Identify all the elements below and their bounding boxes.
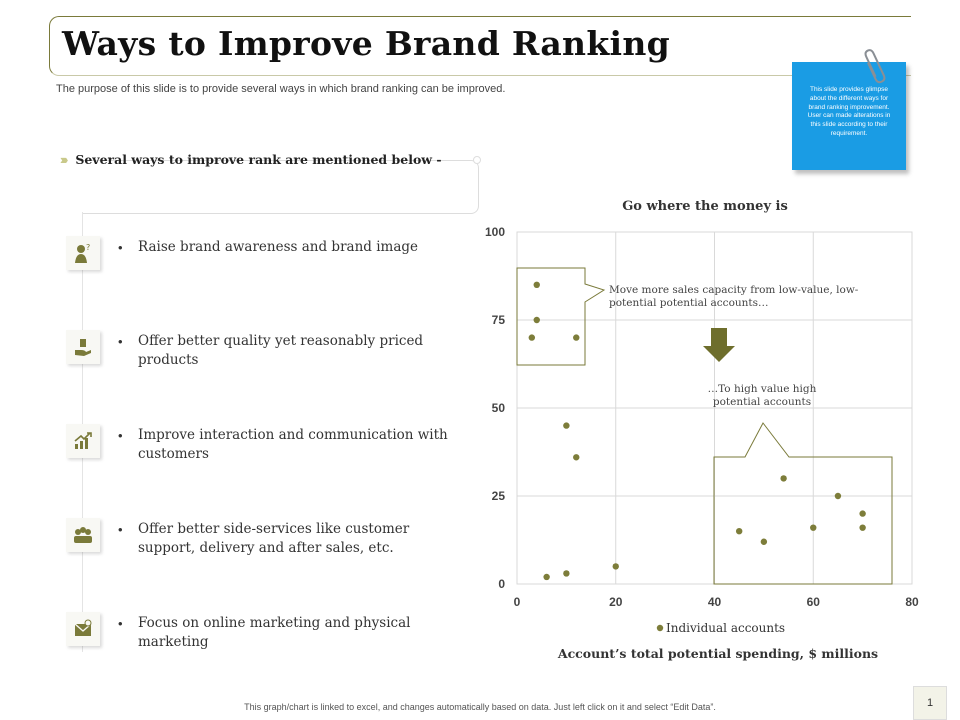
section-heading: ›››› Several ways to improve rank are me… (60, 152, 442, 167)
x-axis-label: Account’s total potential spending, $ mi… (557, 646, 878, 661)
page-number: 1 (913, 686, 947, 720)
data-point (563, 422, 570, 429)
data-point (528, 334, 536, 341)
data-point (533, 281, 540, 288)
footer-note: This graph/chart is linked to excel, and… (244, 702, 716, 712)
x-tick-label: 40 (708, 595, 722, 609)
data-point (859, 524, 866, 531)
bullet: • (118, 240, 123, 255)
data-point (859, 510, 866, 517)
section-heading-text: Several ways to improve rank are mention… (75, 152, 442, 167)
way-text: Offer better side-services like customer… (138, 521, 410, 556)
legend-label: Individual accounts (666, 621, 785, 635)
callout-low-text-1: Move more sales capacity from low-value,… (609, 284, 859, 296)
connector-dot (473, 156, 481, 164)
y-tick-label: 0 (498, 577, 505, 591)
email-icon (66, 612, 100, 646)
list-item: • Improve interaction and communication … (66, 424, 466, 484)
way-text: Improve interaction and communication wi… (138, 427, 448, 462)
sticky-note: This slide provides glimpse about the di… (792, 62, 906, 170)
title-frame (49, 16, 911, 76)
bullet: • (118, 616, 123, 631)
paperclip-icon (864, 49, 886, 84)
x-tick-label: 80 (905, 595, 919, 609)
bullet: • (118, 334, 123, 349)
data-point (735, 528, 743, 535)
callout-low-text-2: potential potential accounts… (609, 297, 769, 309)
way-text: Focus on online marketing and physical m… (138, 615, 411, 650)
low-value-callout (516, 267, 606, 366)
sticky-note-text: This slide provides glimpse about the di… (807, 86, 891, 137)
bullet: • (118, 522, 123, 537)
data-point (543, 573, 550, 581)
svg-text:?: ? (86, 243, 90, 252)
callout-high-text-2: potential accounts (713, 396, 811, 408)
list-item: • Offer better side-services like custom… (66, 518, 466, 578)
x-tick-label: 0 (514, 595, 521, 609)
page-subtitle: The purpose of this slide is to provide … (56, 83, 506, 95)
data-point (760, 538, 768, 545)
way-text: Offer better quality yet reasonably pric… (138, 333, 424, 368)
team-people-icon (66, 518, 100, 552)
data-point (533, 316, 540, 324)
plot-area (516, 231, 913, 585)
data-point (573, 454, 580, 461)
bullet: • (118, 428, 123, 443)
list-item: ? • Raise brand awareness and brand imag… (66, 236, 466, 296)
section-connector (82, 160, 479, 214)
hand-money-icon (66, 330, 100, 364)
chart-title: Go where the money is (622, 199, 788, 214)
down-arrow-icon (703, 328, 735, 362)
y-tick-label: 25 (492, 489, 506, 503)
high-value-callout (713, 422, 893, 585)
data-point (834, 492, 842, 500)
callout-high-text-1: …To high value high (708, 383, 817, 395)
page-title: Ways to Improve Brand Ranking (62, 24, 670, 63)
way-text: Raise brand awareness and brand image (138, 239, 418, 255)
list-item: • Focus on online marketing and physical… (66, 612, 466, 672)
data-point (573, 334, 580, 341)
data-point (780, 475, 787, 482)
growth-chart-icon (66, 424, 100, 458)
y-tick-label: 50 (492, 401, 506, 415)
chevrons-icon: ›››› (60, 152, 69, 167)
data-point (612, 563, 619, 570)
legend-marker (656, 624, 664, 632)
x-tick-label: 60 (807, 595, 821, 609)
data-point (563, 570, 570, 577)
idea-person-icon: ? (66, 236, 100, 270)
y-tick-label: 100 (485, 225, 505, 239)
y-tick-label: 75 (492, 313, 506, 327)
data-point (810, 524, 817, 531)
list-item: • Offer better quality yet reasonably pr… (66, 330, 466, 390)
x-tick-label: 20 (609, 595, 623, 609)
